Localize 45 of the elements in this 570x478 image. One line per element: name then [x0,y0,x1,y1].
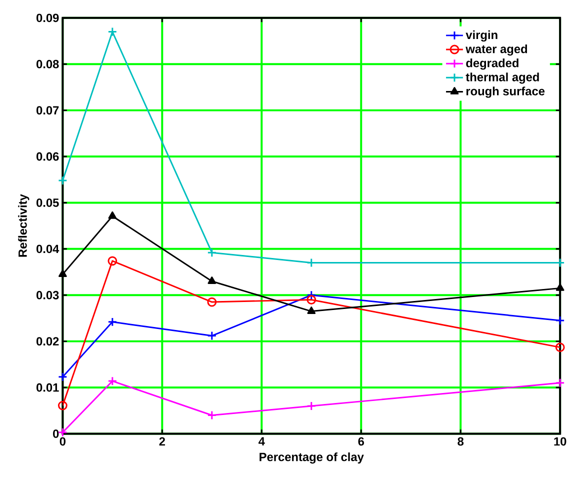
y-tick-label: 0.01 [36,383,59,392]
legend-label: thermal aged [466,72,539,84]
y-tick-label: 0.05 [36,198,59,207]
point [207,330,217,340]
point [58,176,68,186]
point [555,316,565,325]
x-tick-label: 2 [159,436,165,446]
point [555,378,565,388]
point [307,306,316,314]
point [306,401,316,410]
x-axis-title: Percentage of clay [260,452,364,464]
point [108,256,118,266]
legend-label: virgin [466,30,498,42]
x-tick-label: 4 [258,436,265,446]
point [108,376,118,386]
x-tick-label: 6 [358,436,364,446]
y-tick-label: 0.04 [36,244,60,253]
point [58,269,67,277]
point [58,372,68,382]
point [207,248,217,258]
point [306,290,316,300]
y-tick-label: 0.07 [36,106,59,114]
point [208,276,216,284]
point [556,283,564,291]
legend-label: rough surface [466,86,545,98]
point [207,410,217,420]
point [555,342,565,352]
legend-label: degraded [466,58,518,70]
x-tick-label: 10 [554,436,566,446]
point [108,211,117,219]
point [58,400,68,410]
y-axis-title: Reflectivity [18,194,30,257]
y-tick-label: 0.09 [36,13,59,22]
point [108,316,118,326]
x-tick-label: 8 [458,436,464,446]
y-tick-label: 0.06 [36,152,59,160]
y-tick-label: 0.08 [36,60,59,68]
point [306,294,316,304]
y-tick-label: 0.03 [36,290,59,300]
x-tick-label: 0 [60,436,66,446]
y-tick-label: 0.02 [36,336,59,346]
y-tick-label: 0 [53,429,59,438]
legend-label: water aged [466,44,528,56]
point [207,297,217,307]
point [108,26,118,36]
